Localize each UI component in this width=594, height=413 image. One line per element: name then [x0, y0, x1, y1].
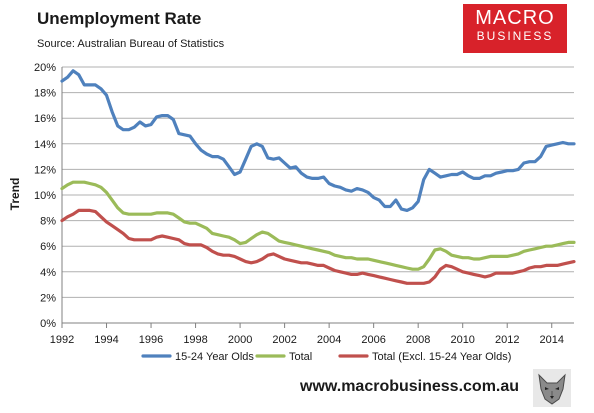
- y-tick-label: 16%: [34, 113, 56, 125]
- y-tick-label: 8%: [40, 216, 56, 228]
- y-tick-label: 4%: [40, 267, 56, 279]
- series-lines: [60, 69, 576, 285]
- x-tick-label: 2014: [539, 334, 563, 346]
- legend: 15-24 Year Olds Total Total (Excl. 15-24 Y…: [141, 351, 511, 363]
- y-tick-label: 0%: [40, 318, 56, 330]
- x-tick-label: 2002: [272, 334, 296, 346]
- x-tick-label: 2006: [361, 334, 385, 346]
- y-tick-label: 12%: [34, 164, 56, 176]
- website-url: www.macrobusiness.com.au: [300, 378, 520, 395]
- x-tick-label: 1998: [183, 334, 207, 346]
- x-tick-label: 1994: [94, 334, 118, 346]
- x-tick-label: 2004: [317, 334, 341, 346]
- y-axis-label: Trend: [8, 178, 22, 211]
- chart-source: Source: Australian Bureau of Statistics: [37, 38, 225, 50]
- legend-label: 15-24 Year Olds: [175, 351, 254, 363]
- macrobusiness-logo: MACRO BUSINESS: [463, 4, 567, 53]
- logo-line-1: MACRO: [475, 7, 555, 29]
- axes: 0% 2% 4% 6% 8% 10% 12% 14% 16% 18% 20% 1992 1994 1996…: [34, 62, 574, 346]
- x-tick-label: 2010: [450, 334, 474, 346]
- y-tick-label: 6%: [40, 241, 56, 253]
- y-tick-label: 10%: [34, 190, 56, 202]
- legend-label: Total (Excl. 15-24 Year Olds): [372, 351, 511, 363]
- x-tick-label: 2000: [228, 334, 252, 346]
- wolf-head-icon: [533, 369, 571, 407]
- x-tick-label: 1996: [139, 334, 163, 346]
- series-line-1: [60, 69, 576, 212]
- x-tick-label: 2008: [406, 334, 430, 346]
- x-tick-label: 1992: [50, 334, 74, 346]
- y-tick-label: 18%: [34, 88, 56, 100]
- legend-label: Total: [289, 351, 312, 363]
- gridlines: [62, 66, 574, 324]
- x-tick-label: 2012: [495, 334, 519, 346]
- y-tick-label: 14%: [34, 139, 56, 151]
- series-line-3: [60, 208, 576, 285]
- series-line-2: [60, 180, 576, 271]
- logo-line-2: BUSINESS: [476, 29, 554, 43]
- chart-title: Unemployment Rate: [37, 9, 202, 28]
- y-tick-label: 2%: [40, 292, 56, 304]
- y-tick-label: 20%: [34, 62, 56, 74]
